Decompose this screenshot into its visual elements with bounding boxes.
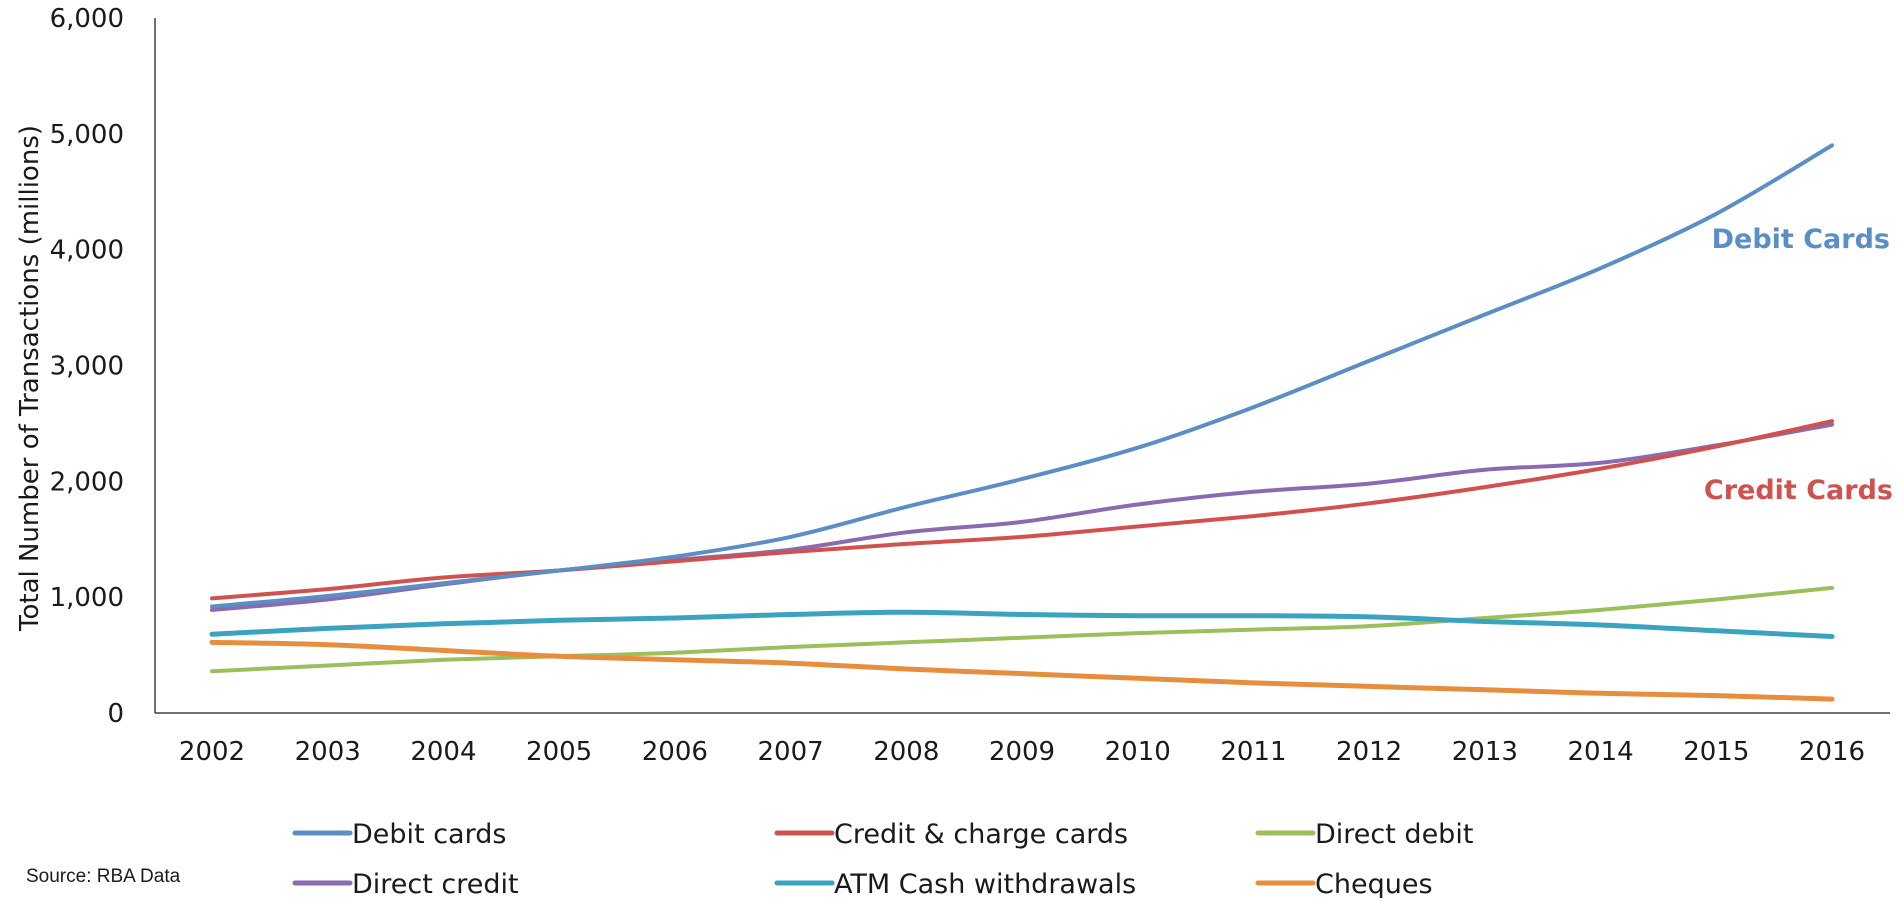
legend-label: Debit cards [352, 819, 506, 850]
annotation-credit-cards: Credit Cards [1704, 475, 1893, 506]
y-tick-label: 3,000 [50, 352, 124, 382]
x-tick-labels: 2002 2003 2004 2005 2006 2007 2008 2009 2010 2011… [179, 737, 1865, 767]
series-line-direct-debit [210, 585, 1834, 674]
x-tick-label: 2010 [1105, 737, 1171, 767]
y-axis-title: Total Number of Transactions (millions) [15, 125, 45, 632]
y-tick-label: 6,000 [50, 4, 124, 34]
series-line-debit-cards [210, 143, 1834, 609]
annotation-debit-cards: Debit Cards [1712, 224, 1890, 255]
x-tick-label: 2014 [1567, 737, 1633, 767]
x-tick-label: 2005 [526, 737, 592, 767]
series-line-cheques [209, 639, 1835, 702]
x-tick-label: 2006 [642, 737, 708, 767]
x-tick-label: 2015 [1683, 737, 1749, 767]
x-tick-label: 2007 [757, 737, 823, 767]
legend-label: Direct debit [1315, 819, 1473, 850]
x-tick-label: 2002 [179, 737, 245, 767]
y-tick-label: 2,000 [50, 467, 124, 497]
x-tick-label: 2003 [295, 737, 361, 767]
y-tick-label: 1,000 [50, 583, 124, 613]
y-tick-label: 5,000 [50, 120, 124, 150]
x-tick-label: 2008 [873, 737, 939, 767]
x-tick-label: 2011 [1220, 737, 1286, 767]
y-tick-labels: 0 1,000 2,000 3,000 4,000 5,000 6,000 [50, 4, 124, 729]
source-note: Source: RBA Data [26, 866, 181, 887]
series-line-atm-cash-withdrawals [209, 609, 1835, 639]
series-line-credit-charge-cards [210, 419, 1834, 601]
x-tick-label: 2012 [1336, 737, 1402, 767]
legend-label: Credit & charge cards [834, 819, 1128, 850]
legend-label: ATM Cash withdrawals [834, 869, 1136, 898]
y-tick-label: 0 [107, 699, 124, 729]
series-lines [209, 143, 1835, 702]
x-tick-label: 2004 [410, 737, 476, 767]
x-tick-label: 2013 [1452, 737, 1518, 767]
legend-label: Direct credit [352, 869, 519, 898]
y-tick-label: 4,000 [50, 236, 124, 266]
legend-label: Cheques [1315, 869, 1433, 898]
x-tick-label: 2009 [989, 737, 1055, 767]
chart-legend: Debit cards Credit & charge cards Direct d… [292, 819, 1473, 898]
x-tick-label: 2016 [1799, 737, 1865, 767]
chart-axes [154, 18, 1890, 714]
